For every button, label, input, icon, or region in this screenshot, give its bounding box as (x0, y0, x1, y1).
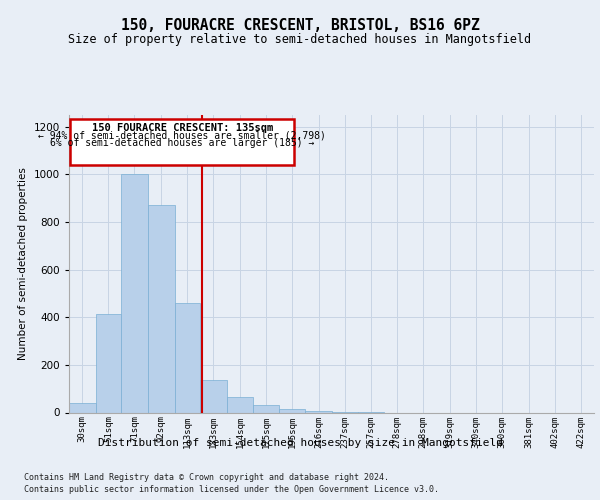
Bar (95, 314, 121, 412)
Bar (175, 303, 200, 412)
Bar (279, 409, 305, 412)
Bar (253, 406, 279, 412)
Text: 150, FOURACRE CRESCENT, BRISTOL, BS16 6PZ: 150, FOURACRE CRESCENT, BRISTOL, BS16 6P… (121, 18, 479, 32)
Bar (227, 397, 253, 412)
Text: Size of property relative to semi-detached houses in Mangotsfield: Size of property relative to semi-detach… (68, 32, 532, 46)
Bar (121, 174, 148, 412)
Text: 150 FOURACRE CRESCENT: 135sqm: 150 FOURACRE CRESCENT: 135sqm (92, 123, 273, 133)
Text: Contains HM Land Registry data © Crown copyright and database right 2024.: Contains HM Land Registry data © Crown c… (24, 473, 389, 482)
Text: ← 94% of semi-detached houses are smaller (2,798): ← 94% of semi-detached houses are smalle… (38, 130, 326, 140)
Text: Distribution of semi-detached houses by size in Mangotsfield: Distribution of semi-detached houses by … (97, 438, 503, 448)
Bar (148, 206, 175, 412)
Bar (69, 403, 95, 412)
Text: Contains public sector information licensed under the Open Government Licence v3: Contains public sector information licen… (24, 484, 439, 494)
Y-axis label: Number of semi-detached properties: Number of semi-detached properties (18, 168, 28, 360)
Bar (70, 118, 294, 165)
Text: 6% of semi-detached houses are larger (185) →: 6% of semi-detached houses are larger (1… (50, 138, 314, 148)
Bar (200, 380, 227, 412)
